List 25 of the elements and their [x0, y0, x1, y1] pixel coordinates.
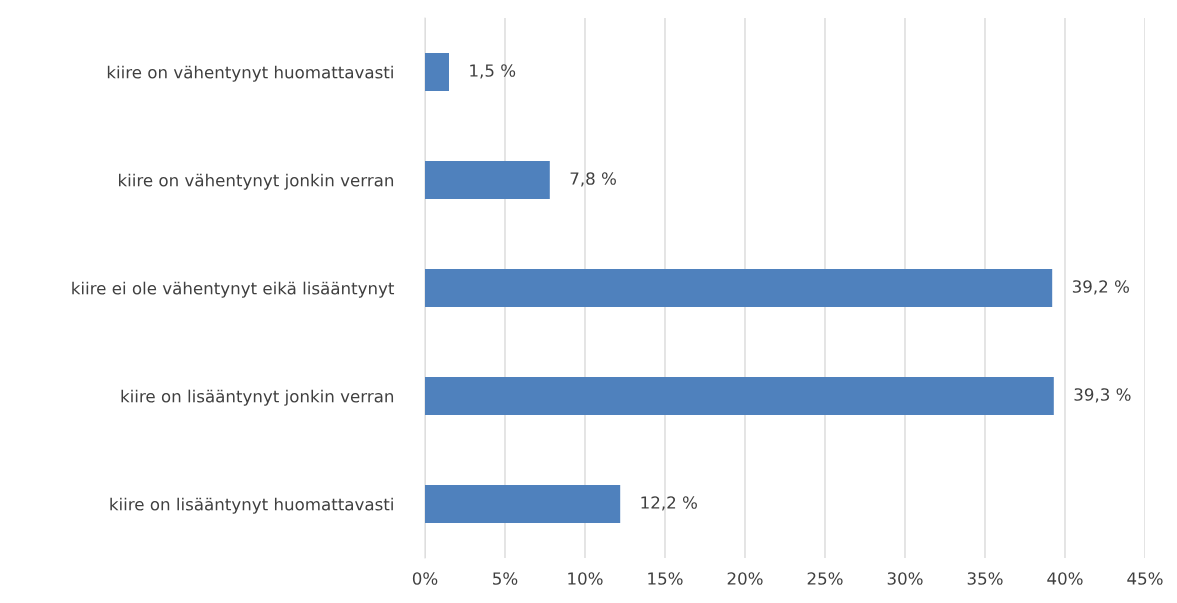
x-tick-label: 25%: [807, 572, 843, 585]
y-tick-label: kiire on lisääntynyt huomattavasti: [110, 497, 393, 514]
bar: [425, 377, 1054, 415]
data-label: 12,2 %: [641, 496, 697, 511]
data-label: 39,2 %: [1072, 280, 1129, 295]
x-tick-label: 0%: [412, 572, 438, 585]
y-tick-label: kiire on vähentynyt jonkin verran: [119, 173, 394, 190]
x-tick-label: 30%: [887, 572, 923, 585]
x-tick-label: 35%: [967, 572, 1003, 585]
x-tick-label: 45%: [1127, 572, 1163, 585]
y-tick-label: kiire on lisääntynyt jonkin verran: [121, 389, 394, 406]
bar: [425, 161, 550, 199]
data-label: 39,3 %: [1074, 388, 1131, 403]
x-tick-label: 10%: [568, 572, 603, 585]
bar: [425, 485, 621, 523]
bar: [425, 53, 449, 91]
x-tick-label: 40%: [1047, 572, 1083, 585]
y-tick-label: kiire on vähentynyt huomattavasti: [107, 65, 393, 82]
data-label: 1,5 %: [470, 64, 516, 79]
x-tick-label: 5%: [493, 572, 518, 585]
y-tick-label: kiire ei ole vähentynyt eikä lisääntynyt: [72, 281, 395, 298]
x-tick-label: 15%: [648, 572, 683, 585]
bar: [425, 269, 1053, 307]
x-tick-label: 20%: [727, 572, 763, 585]
data-label: 7,8 %: [570, 172, 616, 187]
